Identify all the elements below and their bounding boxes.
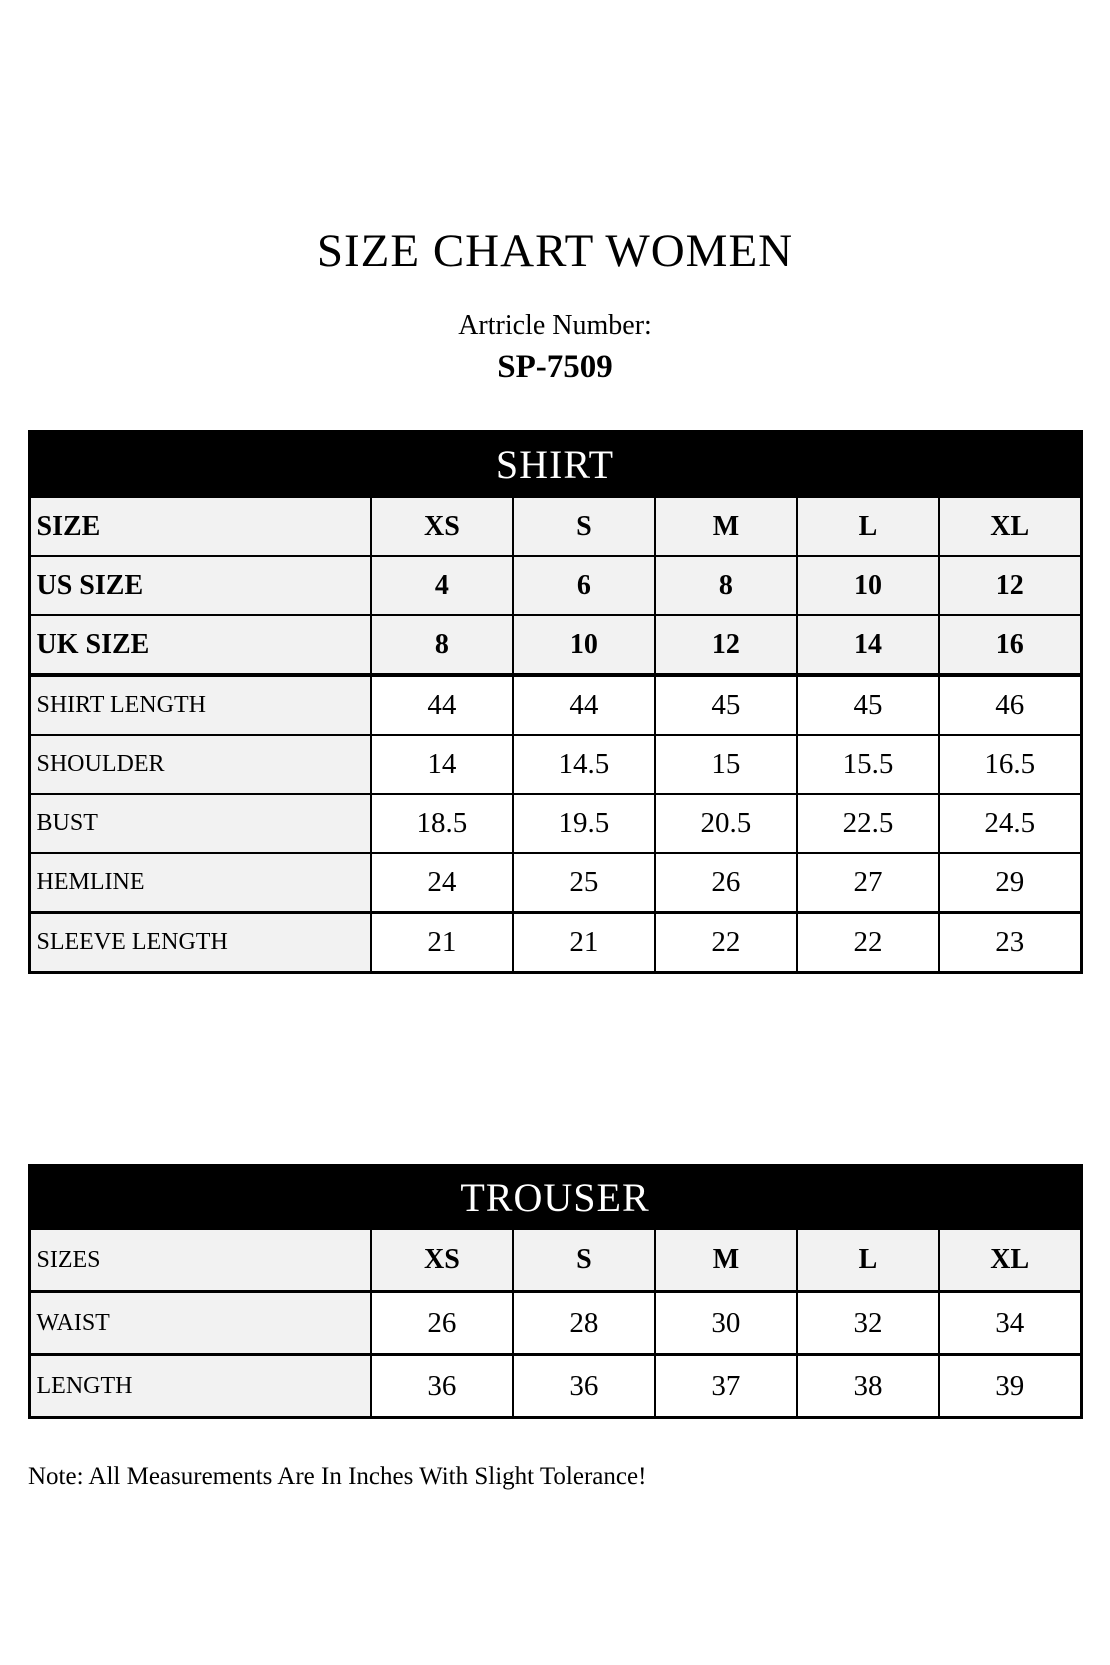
shirt-value-cell: 4	[369, 555, 514, 616]
bust-row: BUST 18.5 19.5 20.5 22.5 24.5	[28, 793, 1083, 854]
trouser-row-label: WAIST	[28, 1290, 372, 1356]
shirt-value-cell: 14.5	[511, 734, 656, 795]
shirt-value-cell: 29	[937, 852, 1083, 914]
shirt-value-cell: 12	[653, 614, 798, 676]
shirt-value-cell: 15.5	[795, 734, 940, 795]
trouser-size-cell: S	[511, 1227, 656, 1293]
trouser-value-cell: 34	[937, 1290, 1083, 1356]
trouser-size-cell: M	[653, 1227, 798, 1293]
trouser-value-cell: 26	[369, 1290, 514, 1356]
shirt-value-cell: 6	[511, 555, 656, 616]
trouser-value-cell: 36	[511, 1353, 656, 1419]
shirt-value-cell: 45	[653, 673, 798, 736]
shirt-value-cell: 21	[511, 911, 656, 974]
shirt-value-cell: 22	[653, 911, 798, 974]
waist-row: WAIST 26 28 30 32 34	[28, 1290, 1083, 1356]
shirt-value-cell: 20.5	[653, 793, 798, 854]
shirt-size-cell: XL	[937, 495, 1083, 557]
trouser-value-cell: 38	[795, 1353, 940, 1419]
shirt-value-cell: 22.5	[795, 793, 940, 854]
shirt-value-cell: 14	[369, 734, 514, 795]
trouser-value-cell: 36	[369, 1353, 514, 1419]
trouser-table-header-bar: TROUSER	[27, 1164, 1083, 1230]
shirt-value-cell: 21	[369, 911, 514, 974]
shirt-value-cell: 45	[795, 673, 940, 736]
shirt-value-cell: 46	[937, 673, 1083, 736]
trouser-size-cell: XS	[369, 1227, 514, 1293]
shirt-table-title: SHIRT	[27, 430, 1083, 498]
shirt-size-cell: S	[511, 495, 656, 557]
shirt-value-cell: 22	[795, 911, 940, 974]
shirt-value-cell: 19.5	[511, 793, 656, 854]
shirt-value-cell: 44	[369, 673, 514, 736]
shirt-value-cell: 27	[795, 852, 940, 914]
shirt-size-row: SIZE XS S M L XL	[28, 495, 1083, 557]
shirt-value-cell: 18.5	[369, 793, 514, 854]
shirt-table-header-bar: SHIRT	[27, 430, 1083, 498]
trouser-value-cell: 37	[653, 1353, 798, 1419]
shirt-value-cell: 12	[937, 555, 1083, 616]
trouser-size-cell: L	[795, 1227, 940, 1293]
shirt-value-cell: 44	[511, 673, 656, 736]
shirt-value-cell: 23	[937, 911, 1083, 974]
shirt-value-cell: 8	[369, 614, 514, 676]
shirt-size-cell: L	[795, 495, 940, 557]
shirt-value-cell: 24	[369, 852, 514, 914]
trouser-value-cell: 32	[795, 1290, 940, 1356]
shirt-size-cell: XS	[369, 495, 514, 557]
article-number-value: SP-7509	[497, 349, 613, 385]
shirt-row-label: UK SIZE	[28, 614, 372, 676]
trouser-value-cell: 30	[653, 1290, 798, 1356]
shirt-size-table: SHIRT SIZE XS S M L XL US SIZE 4 6 8 10 …	[27, 430, 1083, 974]
trouser-value-cell: 39	[937, 1353, 1083, 1419]
shirt-length-row: SHIRT LENGTH 44 44 45 45 46	[28, 673, 1083, 736]
measurements-note: Note: All Measurements Are In Inches Wit…	[28, 1463, 647, 1490]
shirt-row-label: US SIZE	[28, 555, 372, 616]
shoulder-row: SHOULDER 14 14.5 15 15.5 16.5	[28, 734, 1083, 795]
shirt-value-cell: 8	[653, 555, 798, 616]
article-number-label: Artricle Number:	[458, 310, 652, 341]
shirt-uk-size-row: UK SIZE 8 10 12 14 16	[28, 614, 1083, 676]
shirt-row-label: SHIRT LENGTH	[28, 673, 372, 736]
shirt-value-cell: 14	[795, 614, 940, 676]
trouser-size-cell: XL	[937, 1227, 1083, 1293]
trouser-table-title: TROUSER	[27, 1164, 1083, 1230]
length-row: LENGTH 36 36 37 38 39	[28, 1353, 1083, 1419]
sleeve-length-row: SLEEVE LENGTH 21 21 22 22 23	[28, 911, 1083, 974]
trouser-sizes-row: SIZES XS S M L XL	[28, 1227, 1083, 1293]
shirt-row-label: HEMLINE	[28, 852, 372, 914]
shirt-size-cell: M	[653, 495, 798, 557]
shirt-value-cell: 10	[511, 614, 656, 676]
shirt-value-cell: 15	[653, 734, 798, 795]
shirt-row-label: BUST	[28, 793, 372, 854]
trouser-size-table: TROUSER SIZES XS S M L XL WAIST 26 28 30…	[27, 1164, 1083, 1419]
trouser-row-label: SIZES	[28, 1227, 372, 1293]
page-title: SIZE CHART WOMEN	[316, 225, 794, 277]
hemline-row: HEMLINE 24 25 26 27 29	[28, 852, 1083, 914]
shirt-value-cell: 26	[653, 852, 798, 914]
trouser-value-cell: 28	[511, 1290, 656, 1356]
shirt-row-label: SIZE	[28, 495, 372, 557]
shirt-value-cell: 16	[937, 614, 1083, 676]
trouser-row-label: LENGTH	[28, 1353, 372, 1419]
shirt-row-label: SHOULDER	[28, 734, 372, 795]
shirt-value-cell: 16.5	[937, 734, 1083, 795]
shirt-us-size-row: US SIZE 4 6 8 10 12	[28, 555, 1083, 616]
shirt-row-label: SLEEVE LENGTH	[28, 911, 372, 974]
shirt-value-cell: 25	[511, 852, 656, 914]
shirt-value-cell: 10	[795, 555, 940, 616]
shirt-value-cell: 24.5	[937, 793, 1083, 854]
